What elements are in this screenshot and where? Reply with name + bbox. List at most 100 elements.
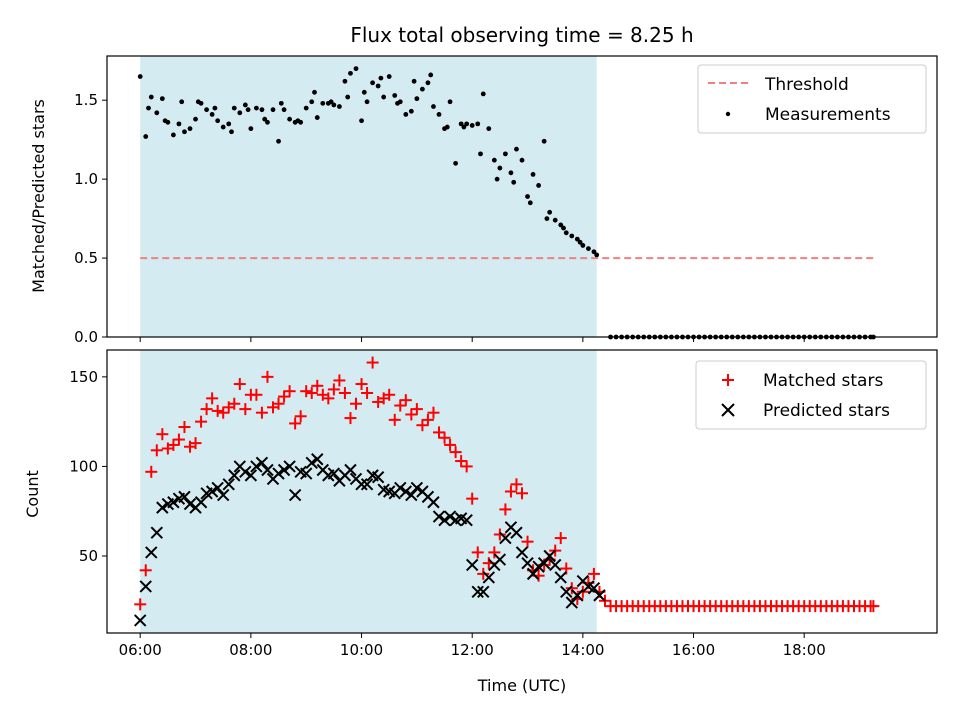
predicted-star-point xyxy=(410,481,424,495)
predicted-star-point xyxy=(593,589,606,602)
measurement-point xyxy=(403,112,409,117)
measurement-point xyxy=(469,123,475,128)
measurement-point xyxy=(591,249,597,255)
measurement-point xyxy=(392,93,398,98)
predicted-star-point xyxy=(521,556,534,570)
matched-star-point xyxy=(554,532,567,545)
matched-star-point xyxy=(278,390,291,403)
measurement-point xyxy=(259,107,265,113)
matched-star-point xyxy=(427,406,440,419)
measurement-point xyxy=(254,105,259,111)
predicted-star-point xyxy=(288,488,302,502)
predicted-star-point xyxy=(465,558,479,572)
measurement-point xyxy=(544,216,550,222)
matched-star-point xyxy=(449,446,462,459)
measurement-point xyxy=(414,96,420,102)
measurement-point xyxy=(525,194,530,199)
predicted-star-point xyxy=(244,469,258,482)
measurement-point xyxy=(425,80,431,86)
measurement-point xyxy=(212,105,218,111)
predicted-star-point xyxy=(205,485,219,498)
measurement-point xyxy=(447,99,453,105)
matched-star-point xyxy=(217,406,230,419)
matched-star-point xyxy=(189,437,202,450)
measurement-point xyxy=(270,107,276,113)
matched-star-point xyxy=(294,410,307,423)
matched-star-point xyxy=(156,428,169,441)
legend-predicted-label: Predicted stars xyxy=(763,401,890,421)
predicted-star-point xyxy=(532,560,545,573)
matched-star-point xyxy=(867,600,880,613)
matched-star-point xyxy=(167,438,180,451)
matched-star-point xyxy=(261,370,274,383)
measurement-point xyxy=(328,99,334,105)
measurement-point xyxy=(276,138,281,144)
predicted-star-point xyxy=(565,596,579,609)
predicted-star-point xyxy=(515,546,529,559)
measurement-point xyxy=(242,102,248,108)
measurement-point xyxy=(148,94,154,100)
ratio-panel: 0.0 0.5 1.0 1.5 xyxy=(74,55,938,346)
x-tick-label: 18:00 xyxy=(783,641,826,659)
predicted-star-point xyxy=(194,496,208,509)
measurement-point xyxy=(586,246,591,251)
measurement-point xyxy=(480,91,486,97)
measurement-point xyxy=(361,89,367,95)
matched-star-point xyxy=(361,386,374,399)
measurement-point xyxy=(198,100,204,106)
x-tick-label: 06:00 xyxy=(119,641,162,659)
top-legend: Threshold Measurements xyxy=(697,64,927,134)
predicted-star-point xyxy=(394,481,407,495)
matched-star-point xyxy=(206,392,219,405)
predicted-star-point xyxy=(250,460,263,473)
matched-star-point xyxy=(195,415,208,428)
measurement-point xyxy=(486,126,492,132)
matched-star-point xyxy=(405,408,418,421)
matched-star-point xyxy=(344,412,357,425)
measurement-point xyxy=(503,151,508,157)
measurement-point xyxy=(278,100,284,106)
predicted-star-point xyxy=(471,585,484,599)
matched-star-point xyxy=(200,403,213,416)
count-axes-frame xyxy=(106,349,938,634)
measurement-point xyxy=(491,157,497,163)
legend-matched-label: Matched stars xyxy=(763,371,883,391)
predicted-star-point xyxy=(255,456,269,470)
matched-star-point xyxy=(327,383,340,396)
predicted-star-point xyxy=(283,460,296,473)
predicted-star-point xyxy=(510,526,523,539)
matched-star-point xyxy=(350,397,362,410)
matched-star-point xyxy=(139,564,152,577)
matched-star-point xyxy=(438,431,451,444)
matched-star-point xyxy=(145,465,158,478)
legend-measurements-swatch xyxy=(725,111,731,117)
matched-star-point xyxy=(150,444,163,457)
matched-star-point xyxy=(250,388,263,401)
measurement-point xyxy=(569,233,575,239)
predicted-star-point xyxy=(432,510,446,523)
predicted-star-point xyxy=(228,469,241,482)
measurement-point xyxy=(231,105,237,111)
predicted-star-point xyxy=(460,513,473,527)
matched-star-point xyxy=(410,403,423,416)
predicted-star-point xyxy=(327,467,341,480)
measurement-point xyxy=(494,176,500,182)
predicted-star-point xyxy=(499,531,512,545)
measurement-point xyxy=(220,124,226,130)
measurement-point xyxy=(514,146,519,152)
measurement-point xyxy=(453,160,458,166)
measurement-point xyxy=(265,119,270,125)
matched-star-point xyxy=(272,397,285,410)
measurement-point xyxy=(245,107,251,113)
predicted-star-point xyxy=(299,467,313,480)
measurement-point xyxy=(171,132,176,138)
predicted-star-point xyxy=(482,571,496,584)
bottom-legend: Matched stars Predicted stars xyxy=(695,360,927,430)
measurement-point xyxy=(508,170,514,176)
count-panel: 50 100 150 06:00 08:00 10:00 12:00 14:00 16:00 18… xyxy=(69,349,938,659)
measurement-point xyxy=(309,99,315,105)
x-tick-label: 14:00 xyxy=(561,641,604,659)
legend-measurements-label: Measurements xyxy=(765,105,891,125)
predicted-star-point xyxy=(272,467,285,480)
matched-star-point xyxy=(565,582,578,595)
